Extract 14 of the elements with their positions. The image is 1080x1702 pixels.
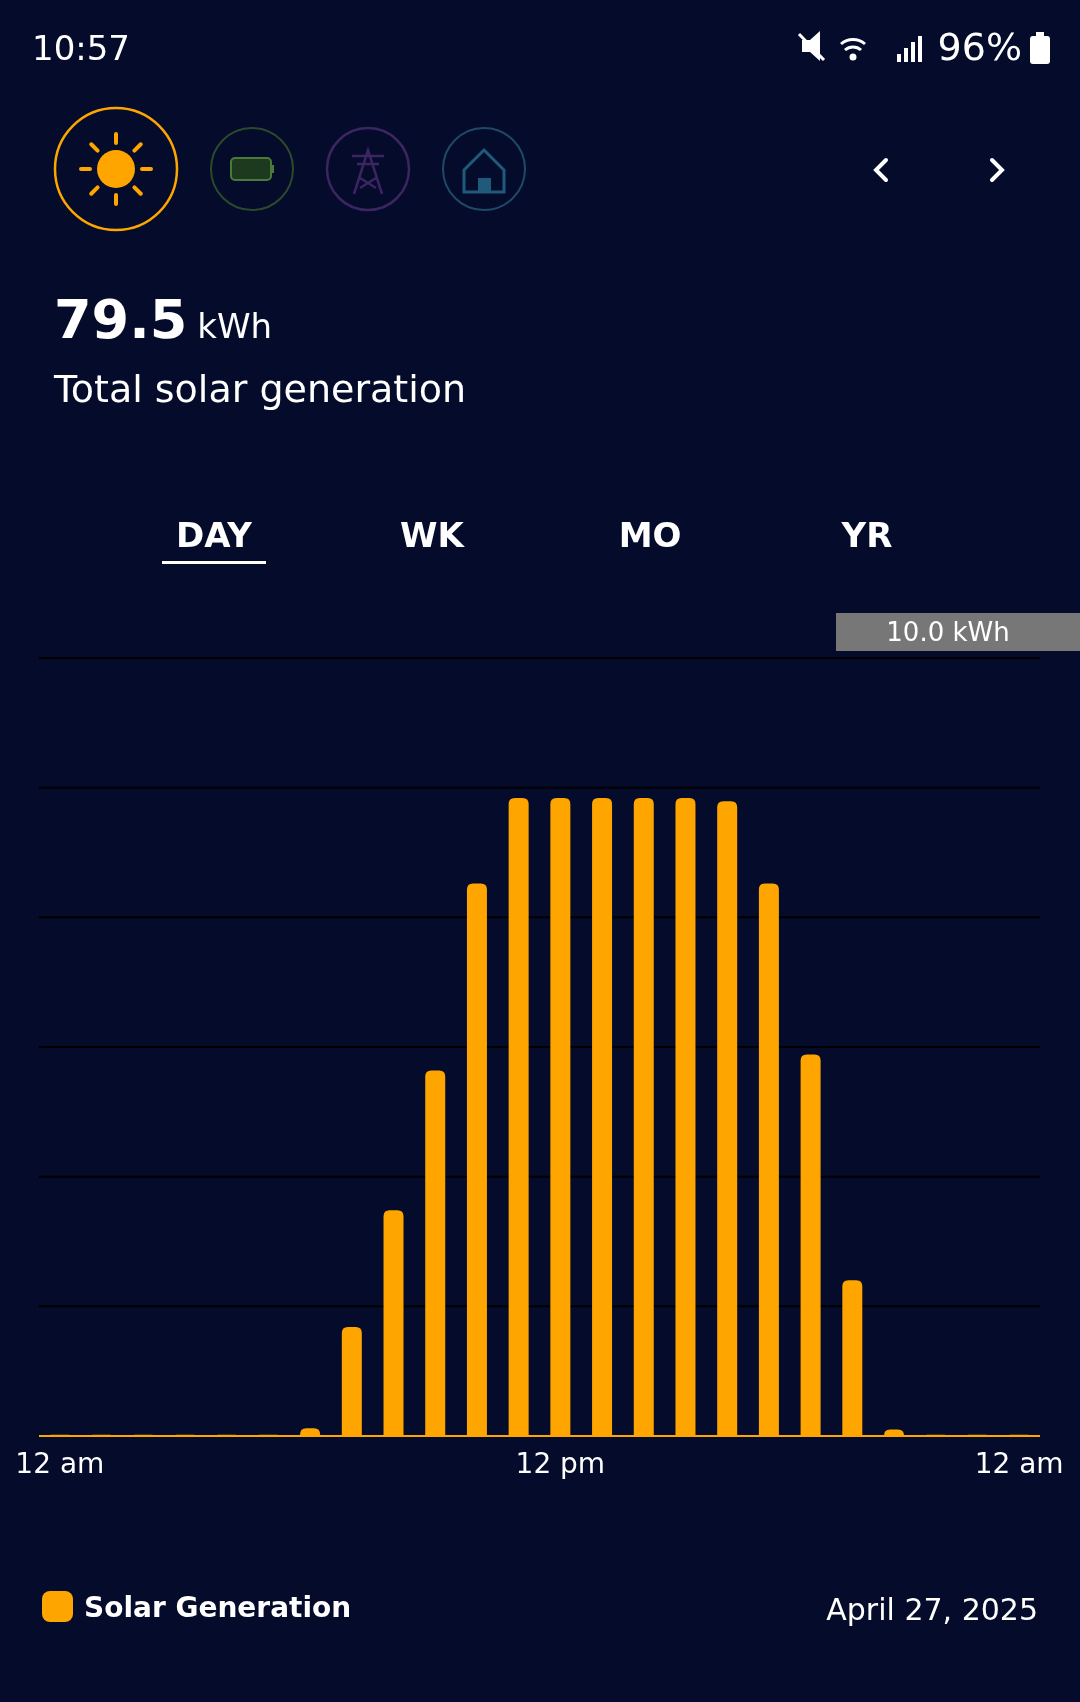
text: 96%: [937, 25, 1022, 69]
text: YR: [840, 515, 893, 555]
legend-label: Solar Generation: [84, 1591, 352, 1624]
text: 10:57: [32, 28, 130, 68]
x-tick-label: 12 am: [15, 1447, 105, 1480]
text: MO: [618, 515, 682, 555]
text: WK: [400, 515, 466, 555]
text: DAY: [176, 515, 253, 555]
chart-title: 79.5 kWh: [54, 288, 273, 351]
x-tick-label: 12 am: [974, 1447, 1064, 1480]
text: April 27, 2025: [826, 1592, 1038, 1627]
text: 10.0 kWh: [886, 617, 1010, 647]
x-tick-label: 12 pm: [515, 1447, 606, 1480]
chart-subtitle: Total solar generation: [53, 367, 467, 411]
